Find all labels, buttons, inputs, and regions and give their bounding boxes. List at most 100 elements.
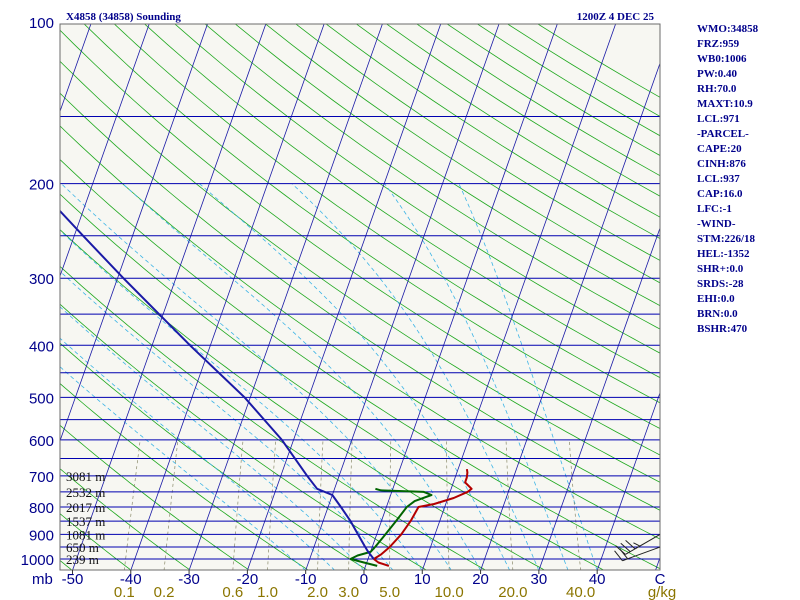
dry-adiabat bbox=[60, 342, 368, 570]
isotherm bbox=[60, 24, 150, 278]
stat-line: LCL:937 bbox=[697, 173, 740, 185]
mixing-ratio-line bbox=[267, 439, 277, 570]
temperature-tick-label: 0 bbox=[360, 571, 368, 588]
stat-line: BRN:0.0 bbox=[697, 308, 738, 320]
stat-line: CAPE:20 bbox=[697, 143, 742, 155]
stat-line: -WIND- bbox=[697, 218, 736, 230]
stat-line: LFC:-1 bbox=[697, 203, 732, 215]
stat-line: WB0:1006 bbox=[697, 53, 747, 65]
isotherm bbox=[188, 24, 383, 570]
moist-adiabat bbox=[60, 337, 335, 570]
height-label: 1537 m bbox=[66, 514, 105, 529]
mixing-ratio-line bbox=[568, 439, 582, 570]
height-label: 239 m bbox=[66, 552, 99, 567]
isotherm bbox=[305, 24, 500, 570]
plot-frame bbox=[59, 23, 661, 571]
stat-line: BSHR:470 bbox=[697, 323, 748, 335]
dewpoint-trace bbox=[349, 487, 433, 567]
stats-panel: WMO:34858 FRZ:959 WB0:1006 PW:0.40 RH:70.0 MA… bbox=[697, 22, 758, 337]
pressure-tick-label: 800 bbox=[29, 500, 54, 517]
dry-adiabat bbox=[264, 24, 660, 284]
stat-line: LCL:971 bbox=[697, 113, 740, 125]
stat-line: CAP:16.0 bbox=[697, 188, 743, 200]
height-label: 650 m bbox=[66, 540, 99, 555]
dry-adiabat bbox=[60, 125, 660, 540]
dry-adiabat bbox=[60, 92, 660, 511]
grid-lines bbox=[60, 24, 660, 570]
dry-adiabat bbox=[295, 24, 660, 261]
dry-adiabat bbox=[60, 383, 309, 570]
temperature-tick-label: -20 bbox=[237, 571, 259, 588]
isotherm bbox=[60, 24, 208, 443]
moist-adiabat bbox=[60, 366, 306, 570]
dry-adiabat bbox=[144, 24, 660, 379]
mixing-ratio-tick-label: 3.0 bbox=[338, 584, 359, 600]
temperature-tick-label: 10 bbox=[414, 571, 431, 588]
mixing-ratio-line bbox=[446, 439, 450, 570]
pressure-tick-label: 400 bbox=[29, 338, 54, 355]
pressure-unit-label: mb bbox=[32, 571, 53, 588]
temperature-tick-label: 30 bbox=[531, 571, 548, 588]
valid-time: 1200Z 4 DEC 25 bbox=[577, 11, 655, 23]
height-label: 1081 m bbox=[66, 527, 105, 542]
mixing-ratio-tick-label: 40.0 bbox=[566, 584, 595, 600]
mixing-ratio-line bbox=[163, 439, 179, 570]
temperature-tick-label: 40 bbox=[589, 571, 606, 588]
height-label: 2532 m bbox=[66, 485, 105, 500]
dry-adiabat bbox=[60, 193, 605, 570]
mixing-ratio-line bbox=[123, 439, 141, 570]
dry-adiabat bbox=[234, 24, 660, 307]
dry-adiabat bbox=[204, 24, 660, 330]
mixing-ratio-line bbox=[389, 439, 392, 570]
mixing-ratio-tick-label: 1.0 bbox=[257, 584, 278, 600]
moist-adiabat bbox=[458, 183, 598, 570]
wind-barbs bbox=[614, 533, 661, 562]
mixing-ratio-tick-label: 0.1 bbox=[114, 584, 135, 600]
dry-adiabat bbox=[113, 24, 660, 404]
mixing-ratio-tick-label: 10.0 bbox=[435, 584, 464, 600]
dry-adiabat bbox=[60, 424, 250, 570]
pressure-tick-label: 300 bbox=[29, 271, 54, 288]
dry-adiabat bbox=[60, 29, 660, 456]
mixing-ratio-unit-label: g/kg bbox=[648, 584, 676, 600]
pressure-tick-label: 200 bbox=[29, 177, 54, 194]
sounding-traces bbox=[60, 209, 473, 567]
pressure-tick-label: 600 bbox=[29, 433, 54, 450]
temperature-tick-label: -10 bbox=[295, 571, 317, 588]
mixing-ratio-tick-label: 5.0 bbox=[379, 584, 400, 600]
stat-line: WMO:34858 bbox=[697, 23, 759, 35]
moist-adiabat bbox=[60, 229, 423, 570]
stat-line: PW:0.40 bbox=[697, 68, 738, 80]
mixing-ratio-tick-label: 0.6 bbox=[222, 584, 243, 600]
pressure-tick-label: 700 bbox=[29, 469, 54, 486]
dry-adiabat bbox=[60, 229, 546, 570]
isotherm bbox=[247, 24, 442, 570]
dry-adiabat bbox=[60, 468, 191, 570]
dry-adiabat bbox=[60, 303, 427, 570]
stat-line: SRDS:-28 bbox=[697, 278, 744, 290]
temperature-tick-label: -40 bbox=[120, 571, 142, 588]
isotherm bbox=[421, 24, 617, 570]
temperature-tick-label: -50 bbox=[62, 571, 84, 588]
mixing-ratio-tick-label: 2.0 bbox=[307, 584, 328, 600]
pressure-tick-label: 500 bbox=[29, 390, 54, 407]
mixing-ratio-line bbox=[505, 439, 514, 570]
moist-adiabat bbox=[291, 183, 540, 570]
stat-line: CINH:876 bbox=[697, 158, 746, 170]
moist-adiabat bbox=[60, 270, 394, 570]
wind-barb bbox=[614, 546, 661, 562]
moist-adiabat bbox=[122, 183, 481, 570]
temperature-unit-label: C bbox=[655, 571, 666, 588]
dry-adiabat bbox=[60, 60, 660, 483]
stat-line: FRZ:959 bbox=[697, 38, 740, 50]
dry-adiabat bbox=[60, 265, 487, 570]
mixing-ratio-line bbox=[348, 439, 353, 570]
pressure-tick-label: 100 bbox=[29, 15, 54, 32]
isotherm bbox=[130, 24, 325, 570]
height-label: 3081 m bbox=[66, 469, 105, 484]
stat-line: STM:226/18 bbox=[697, 233, 756, 245]
mixing-ratio-tick-label: 0.2 bbox=[154, 584, 175, 600]
wind-barb bbox=[615, 533, 661, 555]
isotherm bbox=[480, 62, 660, 570]
